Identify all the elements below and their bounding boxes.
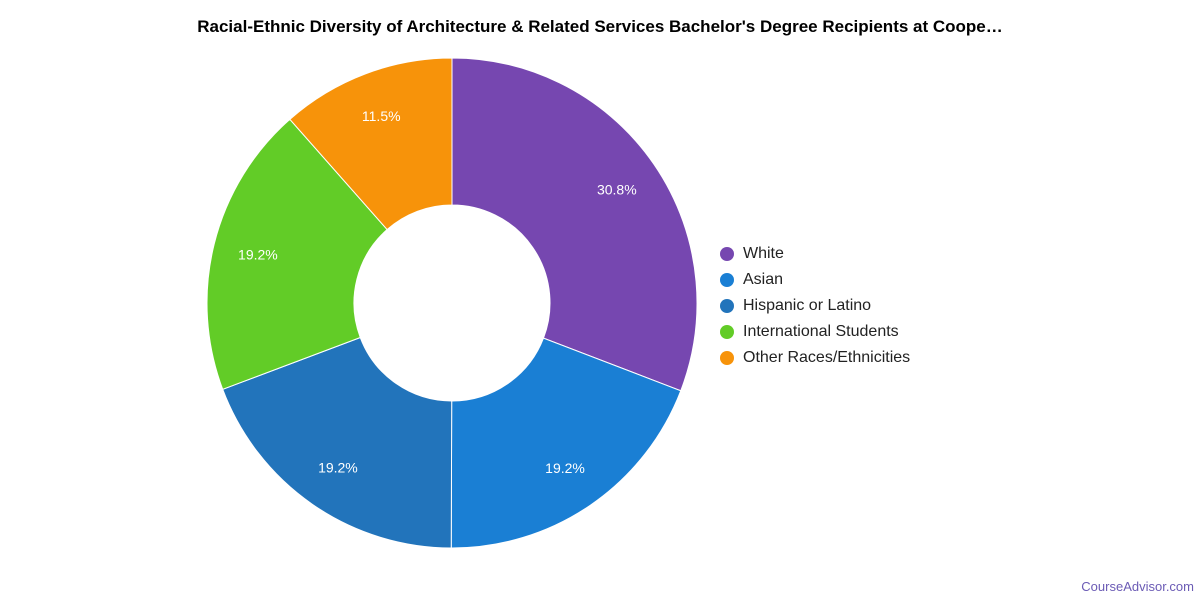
legend-item-white[interactable]: White <box>720 241 910 267</box>
slice-label-international-students: 19.2% <box>238 247 278 263</box>
legend-swatch-other-races-ethnicities <box>720 351 734 365</box>
slice-label-other-races-ethnicities: 11.5% <box>362 108 401 124</box>
legend-label-asian: Asian <box>743 271 784 288</box>
legend-swatch-asian <box>720 273 734 287</box>
slice-asian[interactable] <box>450 337 682 549</box>
slice-label-white: 30.8% <box>597 182 637 198</box>
legend-item-asian[interactable]: Asian <box>720 267 910 293</box>
slice-international-students[interactable] <box>206 118 388 390</box>
slice-white[interactable] <box>451 57 698 392</box>
chart-title: Racial-Ethnic Diversity of Architecture … <box>197 17 1003 36</box>
source-watermark[interactable]: CourseAdvisor.com <box>1081 579 1194 594</box>
legend-item-international-students[interactable]: International Students <box>720 319 910 345</box>
legend-label-other-races-ethnicities: Other Races/Ethnicities <box>743 349 911 366</box>
legend-label-white: White <box>743 245 784 262</box>
slice-label-hispanic-or-latino: 19.2% <box>318 459 358 475</box>
legend-swatch-white <box>720 247 734 261</box>
chart-legend: White Asian Hispanic or Latino Internati… <box>720 241 910 371</box>
legend-item-other-races-ethnicities[interactable]: Other Races/Ethnicities <box>720 345 910 371</box>
legend-swatch-hispanic-or-latino <box>720 299 734 313</box>
legend-swatch-international-students <box>720 325 734 339</box>
legend-item-hispanic-or-latino[interactable]: Hispanic or Latino <box>720 293 910 319</box>
slice-hispanic-or-latino[interactable] <box>222 336 453 549</box>
legend-label-hispanic-or-latino: Hispanic or Latino <box>743 297 872 314</box>
slice-label-asian: 19.2% <box>545 460 585 476</box>
slice-other-races-ethnicities[interactable] <box>289 57 453 231</box>
legend-label-international-students: International Students <box>743 323 899 340</box>
